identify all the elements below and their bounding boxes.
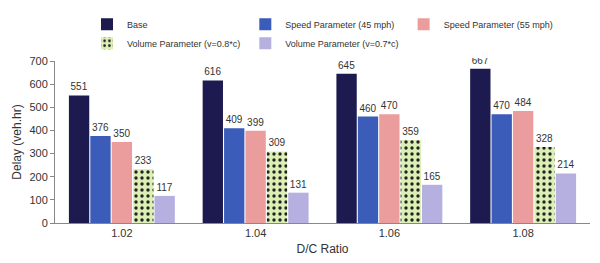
svg-text:500: 500 xyxy=(29,101,47,113)
svg-text:1.02: 1.02 xyxy=(111,227,132,239)
svg-text:233: 233 xyxy=(135,155,152,166)
svg-text:D/C Ratio: D/C Ratio xyxy=(296,242,348,256)
svg-text:214: 214 xyxy=(557,159,574,170)
svg-text:359: 359 xyxy=(402,126,419,137)
svg-text:409: 409 xyxy=(226,114,243,125)
svg-text:667: 667 xyxy=(471,54,489,66)
svg-text:645: 645 xyxy=(338,60,355,71)
svg-text:399: 399 xyxy=(247,117,264,128)
svg-text:616: 616 xyxy=(204,66,221,77)
svg-text:470: 470 xyxy=(493,100,510,111)
svg-text:1.08: 1.08 xyxy=(512,227,533,239)
svg-text:Volume Parameter (v=0.7*c): Volume Parameter (v=0.7*c) xyxy=(285,39,398,49)
svg-text:350: 350 xyxy=(113,128,130,139)
svg-text:Speed Parameter (45 mph): Speed Parameter (45 mph) xyxy=(285,20,394,30)
svg-text:165: 165 xyxy=(424,171,441,182)
svg-text:117: 117 xyxy=(156,182,172,193)
svg-text:484: 484 xyxy=(515,97,532,108)
svg-text:309: 309 xyxy=(268,137,285,148)
svg-text:Base: Base xyxy=(127,20,148,30)
svg-text:200: 200 xyxy=(29,171,47,183)
svg-text:131: 131 xyxy=(290,179,307,190)
svg-text:1.06: 1.06 xyxy=(379,227,400,239)
svg-text:328: 328 xyxy=(536,133,553,144)
svg-text:Delay (veh.hr): Delay (veh.hr) xyxy=(10,104,24,179)
svg-text:1.04: 1.04 xyxy=(245,227,266,239)
svg-text:470: 470 xyxy=(381,100,398,111)
svg-text:100: 100 xyxy=(29,194,47,206)
svg-text:300: 300 xyxy=(29,147,47,159)
svg-text:551: 551 xyxy=(71,81,88,92)
svg-text:Volume Parameter (v=0.8*c): Volume Parameter (v=0.8*c) xyxy=(127,39,240,49)
svg-text:460: 460 xyxy=(359,103,376,114)
svg-text:700: 700 xyxy=(29,55,47,67)
svg-text:600: 600 xyxy=(29,78,47,90)
svg-text:0: 0 xyxy=(42,217,48,229)
svg-text:400: 400 xyxy=(29,124,47,136)
svg-text:Speed Parameter (55 mph): Speed Parameter (55 mph) xyxy=(444,20,553,30)
svg-text:376: 376 xyxy=(92,122,109,133)
